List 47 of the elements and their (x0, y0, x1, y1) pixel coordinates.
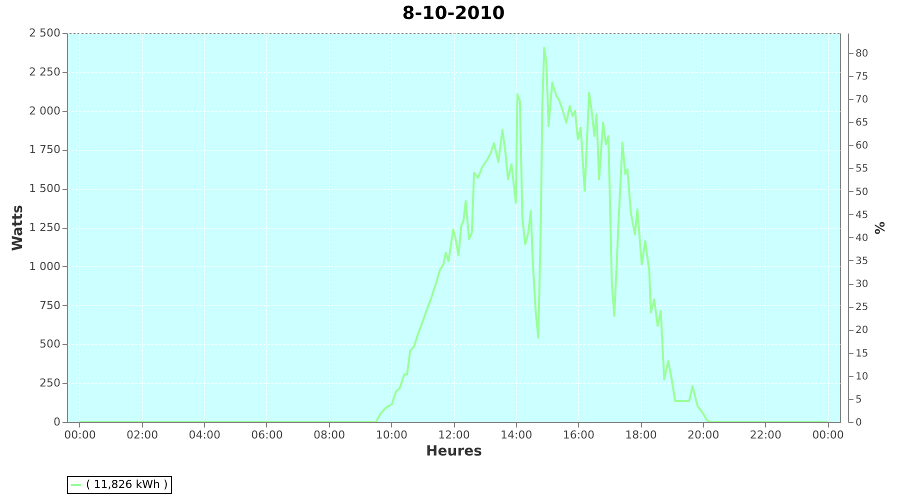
y2-tick-label: 35 (856, 256, 868, 267)
y2-tick-label: 30 (856, 279, 868, 290)
x-tick-label: 08:00 (313, 428, 346, 442)
y-tick-label: 1 000 (29, 260, 60, 273)
y2-tick-label: 20 (856, 325, 868, 336)
legend-label: ( 11,826 kWh ) (86, 478, 168, 491)
y-tick-label: 2 250 (29, 65, 60, 78)
y2-tick-label: 55 (856, 164, 868, 175)
y-tick-label: 250 (40, 376, 60, 390)
x-tick-label: 06:00 (251, 428, 283, 442)
line-series (78, 46, 829, 422)
x-tick-label: 14:00 (500, 428, 532, 442)
x-tick-label: 12:00 (438, 428, 470, 442)
y2-tick-label: 25 (856, 302, 868, 314)
y2-tick-label: 5 (856, 394, 862, 406)
x-tick-label: 16:00 (562, 428, 595, 442)
x-tick-label: 18:00 (625, 428, 657, 442)
y2-tick-label: 80 (856, 48, 868, 60)
y2-tick-label: 15 (856, 348, 868, 360)
x-tick-label: 20:00 (688, 428, 720, 442)
y-tick-label: 1 500 (29, 182, 60, 196)
y2-tick-label: 0 (856, 418, 862, 428)
y-tick-label: 1 750 (29, 143, 60, 156)
y2-tick-label: 75 (856, 71, 868, 82)
y-axis-title: Watts (10, 204, 26, 252)
y2-tick-label: 60 (856, 140, 868, 152)
y2-tick-label: 70 (856, 94, 868, 106)
x-tick-label: 22:00 (750, 428, 782, 442)
chart-title: 8-10-2010 (402, 3, 505, 24)
y2-tick-label: 45 (856, 210, 868, 221)
y-tick-label: 500 (40, 338, 60, 351)
y2-tick-label: 65 (856, 118, 868, 129)
x-tick-label: 10:00 (376, 428, 408, 442)
y-tick-label: 750 (40, 298, 60, 312)
y-tick-label: 2 500 (29, 26, 60, 40)
y-tick-label: 1 250 (29, 221, 60, 234)
y2-axis-title: % (871, 221, 886, 235)
y-tick-label: 0 (54, 416, 60, 428)
y-tick-label: 2 000 (29, 104, 60, 118)
y2-tick-label: 50 (856, 186, 868, 198)
x-tick-label: 02:00 (126, 428, 158, 442)
y2-tick-label: 40 (856, 232, 868, 244)
x-tick-label: 04:00 (188, 428, 220, 442)
y2-tick-label: 10 (856, 371, 868, 382)
x-tick-label: 00:00 (812, 428, 844, 442)
x-axis-title: Heures (426, 444, 482, 460)
x-tick-label: 00:00 (64, 428, 96, 442)
